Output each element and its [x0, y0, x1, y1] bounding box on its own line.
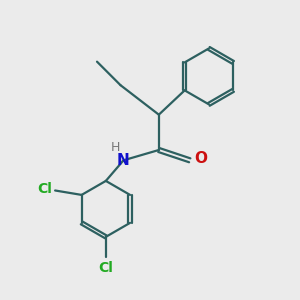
Text: Cl: Cl	[98, 261, 113, 275]
Text: N: N	[117, 153, 130, 168]
Text: Cl: Cl	[37, 182, 52, 196]
Text: O: O	[194, 151, 207, 166]
Text: H: H	[111, 141, 120, 154]
